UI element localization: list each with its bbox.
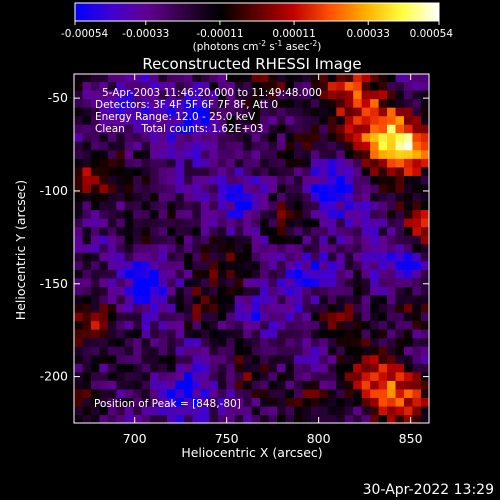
colorbar-ticks: -0.00054 -0.00033 -0.00011 0.00011 0.00033 0.… — [61, 21, 453, 40]
y-axis-label: Heliocentric Y (arcsec) — [13, 180, 28, 320]
colorbar-units: (photons cm-2 s-1 asec-2) — [193, 39, 322, 53]
footer-timestamp: 30-Apr-2022 13:29 — [363, 482, 494, 498]
annotation-counts: Clean Total counts: 1.62E+03 — [95, 123, 264, 135]
annotation-energy: Energy Range: 12.0 - 25.0 keV — [95, 111, 256, 123]
x-tick-label: 850 — [399, 431, 423, 446]
colorbar-frame — [74, 2, 440, 22]
colorbar-gradient — [75, 3, 439, 21]
colorbar: -0.00054 -0.00033 -0.00011 0.00011 0.00033 0.… — [61, 2, 453, 53]
plot-frame — [73, 73, 430, 424]
colorbar-tick-label: 0.00033 — [347, 28, 390, 40]
x-tick-label: 750 — [215, 431, 239, 446]
peak-position-label: Position of Peak = [848,-80] — [94, 398, 241, 410]
y-tick-label: -200 — [40, 369, 68, 384]
y-tick-label: -100 — [40, 183, 68, 198]
axis-ticks: 700 750 800 850 -50 -100 -150 -200 — [40, 74, 429, 446]
x-tick-label: 800 — [307, 431, 331, 446]
colorbar-tick-label: -0.00011 — [196, 28, 243, 40]
heatmap-image — [74, 74, 429, 423]
colorbar-tick-label: 0.00054 — [410, 28, 454, 40]
colorbar-tick-label: 0.00011 — [272, 28, 315, 40]
x-axis-label: Heliocentric X (arcsec) — [181, 445, 322, 460]
y-tick-label: -150 — [40, 276, 68, 291]
y-tick-label: -50 — [48, 90, 68, 105]
chart-title: Reconstructed RHESSI Image — [142, 55, 361, 73]
annotation-detectors: Detectors: 3F 4F 5F 6F 7F 8F, Att 0 — [95, 99, 278, 111]
annotation-time: 5-Apr-2003 11:46:20.000 to 11:49:48.000 — [102, 87, 322, 99]
annotation-block: 5-Apr-2003 11:46:20.000 to 11:49:48.000 … — [95, 87, 322, 135]
colorbar-tick-label: -0.00054 — [61, 28, 109, 40]
x-tick-label: 700 — [123, 431, 147, 446]
colorbar-tick-label: -0.00033 — [122, 28, 169, 40]
